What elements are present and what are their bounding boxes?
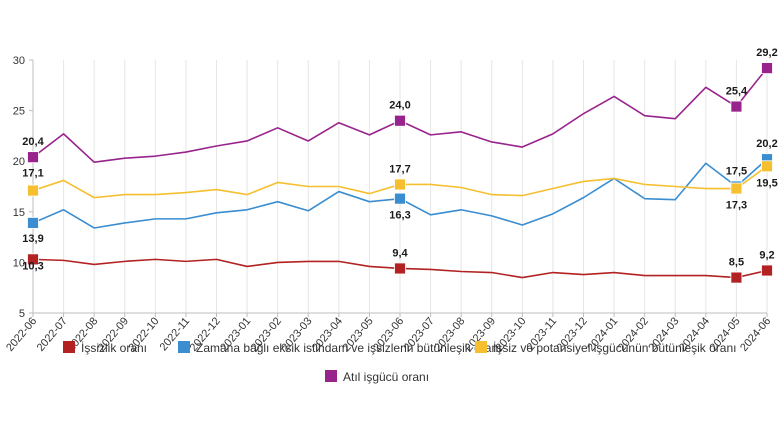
data-point-marker <box>761 264 773 277</box>
data-label: 29,2 <box>756 47 777 59</box>
data-point-marker <box>761 62 773 74</box>
y-tick-label: 30 <box>13 55 25 67</box>
y-tick-label: 25 <box>13 106 25 118</box>
data-label: 17,3 <box>726 200 747 212</box>
legend-swatch <box>63 341 75 353</box>
x-tick-label: 2022-06 <box>4 315 39 354</box>
data-point-marker <box>394 262 406 275</box>
data-label: 20,4 <box>22 136 44 148</box>
y-tick-label: 5 <box>19 308 25 320</box>
data-labels: 10,3 9,4 8,5 9,2 13,9 16,3 17,5 20,2 17,1 17,7 17,… <box>22 47 777 272</box>
data-label: 9,4 <box>392 247 408 259</box>
data-label: 20,2 <box>756 138 777 150</box>
data-point-marker <box>394 178 406 191</box>
y-tick-label: 10 <box>13 257 25 269</box>
data-point-marker <box>394 114 406 127</box>
data-point-marker <box>27 151 39 164</box>
data-label: 17,1 <box>22 168 43 180</box>
legend-swatch <box>178 341 190 353</box>
data-label: 16,3 <box>389 210 410 222</box>
legend: İşsizlik oranı Zamana bağlı eksik istihda… <box>63 341 736 384</box>
data-label: 25,4 <box>726 86 748 98</box>
data-label: 13,9 <box>22 233 43 245</box>
y-tick-label: 15 <box>13 207 25 219</box>
data-label: 10,3 <box>22 260 43 272</box>
data-label: 19,5 <box>756 177 777 189</box>
legend-label: İşsiz ve potansiyel işgücünün bütünleşik… <box>493 341 736 355</box>
data-point-marker <box>394 192 406 205</box>
data-point-marker <box>730 100 743 113</box>
legend-label: Zamana bağlı eksik istihdam ve işsizleri… <box>196 341 501 355</box>
data-point-marker <box>27 184 39 197</box>
legend-label: Atıl işgücü oranı <box>343 370 429 384</box>
data-point-marker <box>761 160 773 173</box>
data-label: 8,5 <box>729 257 744 269</box>
y-tick-label: 20 <box>13 156 25 168</box>
data-point-marker <box>27 217 39 229</box>
data-label: 17,7 <box>389 163 410 175</box>
data-point-marker <box>730 271 743 284</box>
legend-label: İşsizlik oranı <box>81 341 147 355</box>
data-label: 9,2 <box>759 249 774 261</box>
data-point-marker <box>730 182 743 195</box>
data-label: 24,0 <box>389 100 410 112</box>
legend-swatch <box>325 370 337 382</box>
series-markers <box>27 62 773 284</box>
x-tick-label: 2024-06 <box>738 315 773 354</box>
data-label: 17,5 <box>726 166 747 178</box>
legend-swatch <box>475 341 487 353</box>
data-point-marker <box>27 253 39 266</box>
